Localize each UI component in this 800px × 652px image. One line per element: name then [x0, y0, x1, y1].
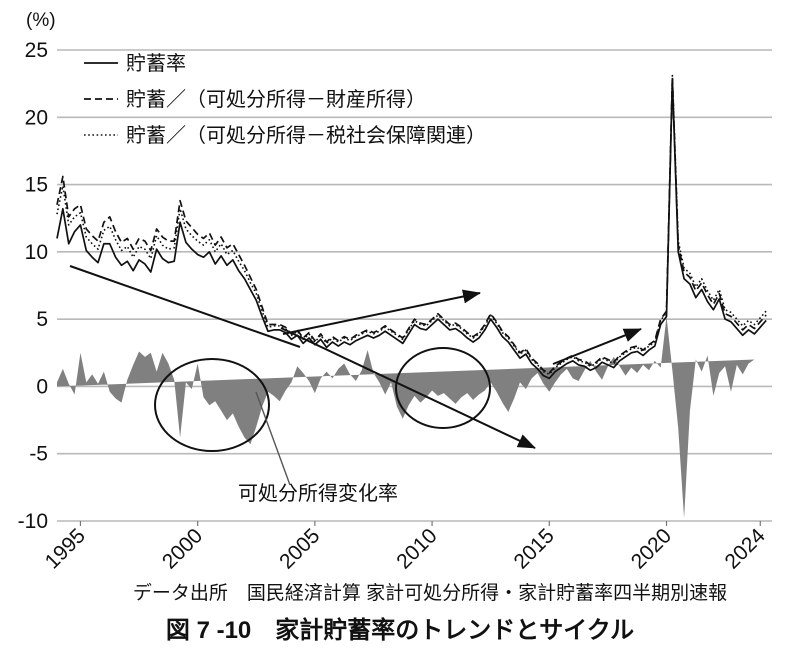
x-axis-tick-labels: 1995 2000 2005 2010 2015 2020 2024: [41, 521, 770, 574]
cycle-trough-2: [395, 347, 491, 429]
y-tick-10: 10: [25, 241, 48, 264]
line-series-0: [56, 78, 767, 380]
savings-rate-line-series: [56, 74, 767, 380]
y-axis-tick-labels: 25 20 15 10 5 0 -5 -10: [18, 39, 48, 533]
downtrend-2000s: [280, 327, 536, 449]
x-tick-2024: 2024: [721, 524, 771, 574]
area-disposable-income-change: [57, 316, 755, 519]
uptrend-2000s: [282, 289, 481, 335]
chart-legend: 貯蓄率 貯蓄／（可処分所得－財産所得） 貯蓄／（可処分所得－税社会保障関連）: [84, 52, 486, 147]
trend-arrows: [69, 265, 642, 449]
legend-label-2: 貯蓄／（可処分所得－税社会保障関連）: [126, 124, 486, 147]
area-label-leader-line: [255, 391, 291, 486]
y-axis-unit-label: (%): [26, 10, 56, 31]
downtrend-1990s: [69, 265, 301, 348]
area-series-label: 可処分所得変化率: [238, 482, 398, 505]
x-tick-2010: 2010: [392, 524, 441, 573]
y-tick--10: -10: [18, 510, 48, 533]
uptrend-2010s: [552, 328, 642, 365]
legend-label-0: 貯蓄率: [126, 52, 186, 75]
y-tick-25: 25: [25, 39, 48, 62]
line-series-2: [56, 74, 767, 376]
y-tick--5: -5: [29, 443, 48, 466]
legend-label-1: 貯蓄／（可処分所得－財産所得）: [126, 88, 426, 111]
disposable-income-area-series: [57, 316, 755, 519]
y-tick-0: 0: [36, 375, 48, 398]
x-tick-2005: 2005: [275, 524, 324, 573]
cycle-highlight-ellipses: [154, 347, 491, 452]
figure-caption: 図 7 -10 家計貯蓄率のトレンドとサイクル: [166, 616, 634, 644]
y-tick-20: 20: [25, 106, 48, 129]
gridlines: [57, 49, 772, 522]
x-tick-2000: 2000: [158, 524, 207, 573]
cycle-trough-1: [154, 358, 270, 452]
source-note: データ出所 国民経済計算 家計可処分所得・家計貯蓄率四半期別速報: [133, 582, 727, 604]
x-tick-2020: 2020: [627, 524, 676, 573]
x-tick-2015: 2015: [510, 524, 559, 573]
y-tick-15: 15: [25, 174, 48, 197]
x-tick-1995: 1995: [41, 524, 90, 573]
y-tick-5: 5: [36, 308, 48, 331]
